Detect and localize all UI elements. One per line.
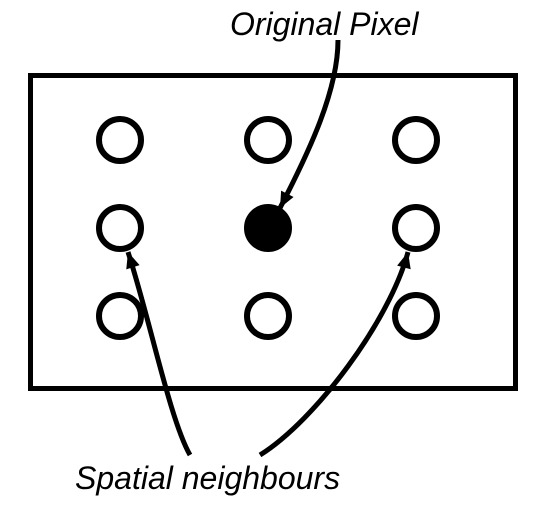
original-pixel-label: Original Pixel <box>230 6 419 43</box>
neighbour-pixel-dot <box>392 204 440 252</box>
original-pixel-dot <box>244 204 292 252</box>
neighbour-pixel-dot <box>392 116 440 164</box>
diagram-canvas: Original Pixel Spatial neighbours <box>0 0 533 506</box>
neighbour-pixel-dot <box>96 292 144 340</box>
neighbour-pixel-dot <box>392 292 440 340</box>
neighbour-pixel-dot <box>244 292 292 340</box>
neighbour-pixel-dot <box>96 204 144 252</box>
spatial-neighbours-label: Spatial neighbours <box>75 460 340 497</box>
neighbour-pixel-dot <box>96 116 144 164</box>
neighbour-pixel-dot <box>244 116 292 164</box>
